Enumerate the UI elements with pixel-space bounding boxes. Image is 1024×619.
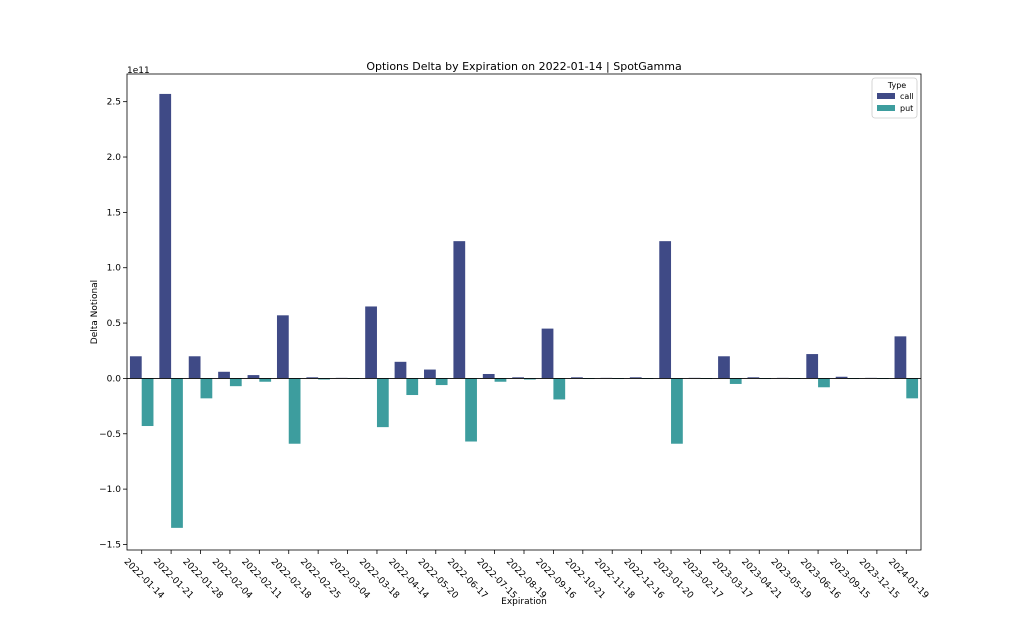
bar-call-2024-01-19 bbox=[894, 336, 907, 379]
bar-put-2022-05-20 bbox=[435, 378, 448, 386]
legend-title: Type bbox=[887, 81, 906, 90]
bar-put-2022-02-25 bbox=[318, 378, 330, 380]
bar-call-2022-04-14 bbox=[394, 361, 407, 379]
y-tick-label: 1.5 bbox=[107, 208, 121, 218]
y-tick-label: −0.5 bbox=[99, 430, 121, 440]
y-tick-label: 2.0 bbox=[107, 153, 122, 163]
bar-put-2022-08-19 bbox=[524, 378, 536, 380]
legend-swatch-put bbox=[877, 105, 895, 111]
bar-put-2023-01-20 bbox=[671, 378, 683, 444]
bar-put-2022-03-18 bbox=[376, 378, 389, 428]
bar-put-2022-02-04 bbox=[229, 378, 242, 387]
y-tick-label: 2.5 bbox=[107, 98, 121, 108]
legend-label-put: put bbox=[900, 104, 913, 113]
bar-call-2022-01-28 bbox=[188, 356, 201, 379]
y-tick-label: −1.5 bbox=[99, 540, 121, 550]
bar-put-2022-02-11 bbox=[259, 378, 272, 382]
bar-put-2022-04-14 bbox=[406, 378, 419, 396]
y-tick-label: 1.0 bbox=[107, 264, 122, 274]
bar-call-2022-03-18 bbox=[365, 306, 377, 379]
bar-call-2023-06-16 bbox=[806, 354, 819, 379]
bar-call-2022-12-16 bbox=[629, 377, 642, 379]
bar-put-2022-07-15 bbox=[494, 378, 507, 382]
legend-swatch-call bbox=[877, 93, 895, 99]
bar-put-2024-01-19 bbox=[906, 378, 919, 399]
bars-layer bbox=[129, 93, 919, 528]
legend-label-call: call bbox=[900, 92, 914, 101]
y-offset-label: 1e11 bbox=[127, 66, 150, 76]
plot-area-frame bbox=[126, 73, 922, 551]
y-tick-label: −1.0 bbox=[99, 485, 121, 495]
bar-put-2022-09-16 bbox=[553, 378, 566, 400]
bar-call-2023-09-15 bbox=[835, 376, 848, 379]
y-axis: −1.5 −1.0 −0.5 0.0 0.5 1.0 1.5 2.0 2.5 bbox=[99, 98, 127, 550]
y-tick-label: 0.0 bbox=[107, 374, 122, 384]
bar-call-2022-08-19 bbox=[512, 377, 524, 379]
bar-call-2022-07-15 bbox=[482, 373, 495, 379]
bar-put-2022-01-21 bbox=[171, 378, 183, 528]
bar-call-2022-02-11 bbox=[247, 375, 260, 379]
bar-put-2023-03-17 bbox=[729, 378, 742, 384]
bar-call-2022-05-20 bbox=[424, 369, 436, 379]
bar-call-2022-01-21 bbox=[159, 93, 172, 379]
bar-put-2022-01-28 bbox=[200, 378, 213, 399]
bar-call-2022-06-17 bbox=[453, 241, 466, 379]
bar-put-2023-06-16 bbox=[818, 378, 830, 388]
bar-call-2022-02-25 bbox=[306, 377, 319, 379]
bar-call-2022-02-04 bbox=[218, 371, 230, 379]
bar-call-2022-01-14 bbox=[129, 356, 142, 379]
y-tick-label: 0.5 bbox=[107, 319, 121, 329]
legend: Type call put bbox=[871, 77, 918, 119]
bar-call-2022-10-21 bbox=[571, 377, 583, 379]
bar-call-2022-09-16 bbox=[541, 328, 554, 379]
x-axis-label: Expiration bbox=[501, 597, 547, 607]
bar-call-2023-03-17 bbox=[718, 356, 730, 379]
bar-put-2022-06-17 bbox=[465, 378, 477, 442]
bar-call-2023-04-21 bbox=[747, 377, 760, 379]
bar-call-2022-02-18 bbox=[276, 315, 289, 379]
bar-put-2022-01-14 bbox=[141, 378, 154, 427]
y-axis-label: Delta Notional bbox=[90, 280, 100, 344]
x-axis: 2022-01-142022-01-212022-01-282022-02-04… bbox=[122, 550, 930, 601]
chart-title: Options Delta by Expiration on 2022-01-1… bbox=[366, 60, 681, 73]
bar-call-2023-01-20 bbox=[659, 241, 672, 379]
bar-put-2022-02-18 bbox=[288, 378, 301, 444]
